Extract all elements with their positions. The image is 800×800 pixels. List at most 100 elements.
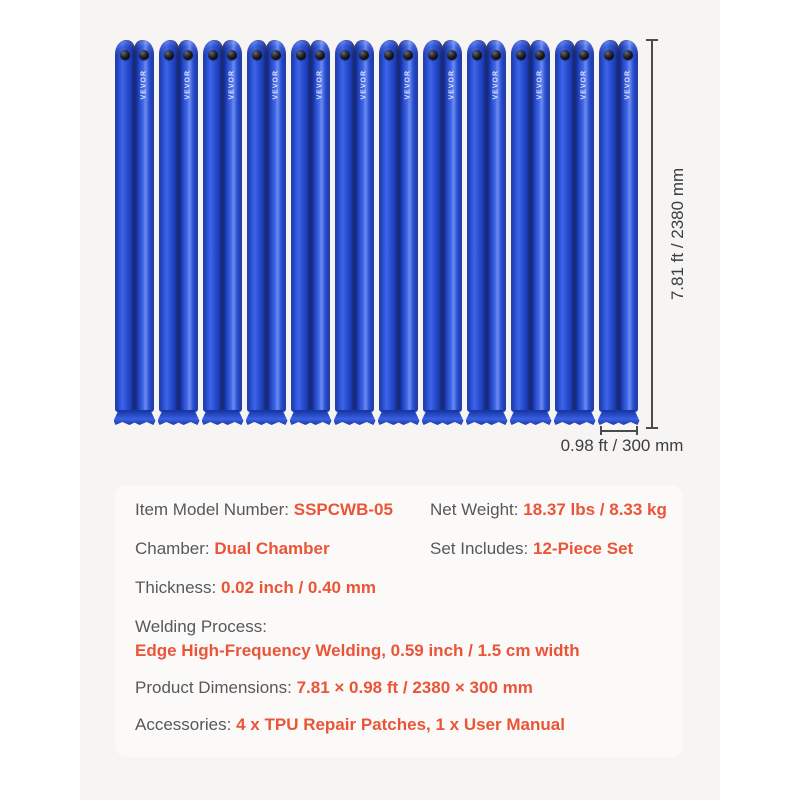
valve-cap-icon [623,50,633,60]
valve-cap-icon [491,50,501,60]
product-stage: VEVOR VEVOR VEVOR VEVOR [80,0,720,800]
spec-panel: Item Model Number: SSPCWB-05 Net Weight:… [115,485,683,757]
tube-right-chamber: VEVOR [354,40,374,412]
vevor-logo: VEVOR [448,69,456,100]
spec-thickness: Thickness: 0.02 inch / 0.40 mm [135,577,376,599]
spec-welding-process-value: Edge High-Frequency Welding, 0.59 inch /… [135,640,580,662]
water-barrier-tube: VEVOR [421,40,464,425]
spec-value: 18.37 lbs / 8.33 kg [523,500,667,519]
tube-welded-base [377,410,420,425]
spec-set-includes: Set Includes: 12-Piece Set [430,538,633,560]
width-dimension-tick-right [636,426,638,435]
spec-label: Item Model Number: [135,500,289,519]
width-dimension-tick-left [600,426,602,435]
water-barrier-tube: VEVOR [465,40,508,425]
spec-label: Thickness: [135,578,217,597]
valve-cap-icon [252,50,262,60]
spec-welding-process-label: Welding Process: [135,616,267,638]
tube-right-chamber: VEVOR [398,40,418,412]
tube-left-chamber [335,40,355,412]
spec-value: 4 x TPU Repair Patches, 1 x User Manual [236,715,565,734]
valve-cap-icon [604,50,614,60]
valve-cap-icon [340,50,350,60]
vevor-logo: VEVOR [404,69,412,100]
water-barrier-tube: VEVOR [333,40,376,425]
tube-right-chamber: VEVOR [134,40,154,412]
height-dimension-cap-bottom [646,427,658,429]
valve-cap-icon [296,50,306,60]
spec-value: 7.81 × 0.98 ft / 2380 × 300 mm [296,678,533,697]
tube-left-chamber [203,40,223,412]
valve-cap-icon [579,50,589,60]
spec-value: Dual Chamber [214,539,330,558]
spec-value: Edge High-Frequency Welding, 0.59 inch /… [135,641,580,660]
valve-cap-icon [384,50,394,60]
valve-cap-icon [227,50,237,60]
valve-cap-icon [359,50,369,60]
vevor-logo: VEVOR [272,69,280,100]
spec-accessories: Accessories: 4 x TPU Repair Patches, 1 x… [135,714,565,736]
tube-left-chamber [159,40,179,412]
vevor-logo: VEVOR [492,69,500,100]
vevor-logo: VEVOR [360,69,368,100]
tube-left-chamber [115,40,135,412]
valve-cap-icon [183,50,193,60]
height-dimension-line [651,40,653,428]
water-barrier-tube: VEVOR [289,40,332,425]
tubes-row: VEVOR VEVOR VEVOR VEVOR [113,40,640,425]
spec-net-weight: Net Weight: 18.37 lbs / 8.33 kg [430,499,667,521]
tube-welded-base [509,410,552,425]
spec-value: 0.02 inch / 0.40 mm [220,578,376,597]
height-dimension-label-wrap: 7.81 ft / 2380 mm [656,40,700,428]
spec-label: Accessories: [135,715,232,734]
tube-left-chamber [555,40,575,412]
spec-chamber: Chamber: Dual Chamber [135,538,330,560]
spec-label: Set Includes: [430,539,529,558]
tube-left-chamber [467,40,487,412]
tube-welded-base [157,410,200,425]
height-dimension-cap-top [646,39,658,41]
tube-welded-base [421,410,464,425]
tube-welded-base [245,410,288,425]
water-barrier-tube: VEVOR [157,40,200,425]
valve-cap-icon [139,50,149,60]
tube-right-chamber: VEVOR [222,40,242,412]
tube-right-chamber: VEVOR [266,40,286,412]
tube-left-chamber [423,40,443,412]
tube-right-chamber: VEVOR [618,40,638,412]
tube-left-chamber [379,40,399,412]
width-dimension-line [600,430,638,432]
tube-left-chamber [511,40,531,412]
tube-left-chamber [247,40,267,412]
valve-cap-icon [428,50,438,60]
valve-cap-icon [403,50,413,60]
tube-right-chamber: VEVOR [486,40,506,412]
spec-value: SSPCWB-05 [293,500,393,519]
water-barrier-tube: VEVOR [509,40,552,425]
tube-welded-base [113,410,156,425]
vevor-logo: VEVOR [580,69,588,100]
tube-welded-base [201,410,244,425]
water-barrier-tube: VEVOR [597,40,640,425]
valve-cap-icon [447,50,457,60]
tube-right-chamber: VEVOR [530,40,550,412]
water-barrier-tube: VEVOR [113,40,156,425]
spec-label: Welding Process: [135,617,267,636]
valve-cap-icon [208,50,218,60]
water-barrier-tube: VEVOR [245,40,288,425]
vevor-logo: VEVOR [624,69,632,100]
tube-left-chamber [599,40,619,412]
tube-welded-base [465,410,508,425]
spec-label: Net Weight: [430,500,519,519]
water-barrier-tube: VEVOR [201,40,244,425]
water-barrier-tube: VEVOR [377,40,420,425]
vevor-logo: VEVOR [316,69,324,100]
tube-welded-base [597,410,640,425]
vevor-logo: VEVOR [536,69,544,100]
tube-welded-base [333,410,376,425]
water-barrier-tube: VEVOR [553,40,596,425]
valve-cap-icon [560,50,570,60]
valve-cap-icon [271,50,281,60]
spec-label: Chamber: [135,539,210,558]
